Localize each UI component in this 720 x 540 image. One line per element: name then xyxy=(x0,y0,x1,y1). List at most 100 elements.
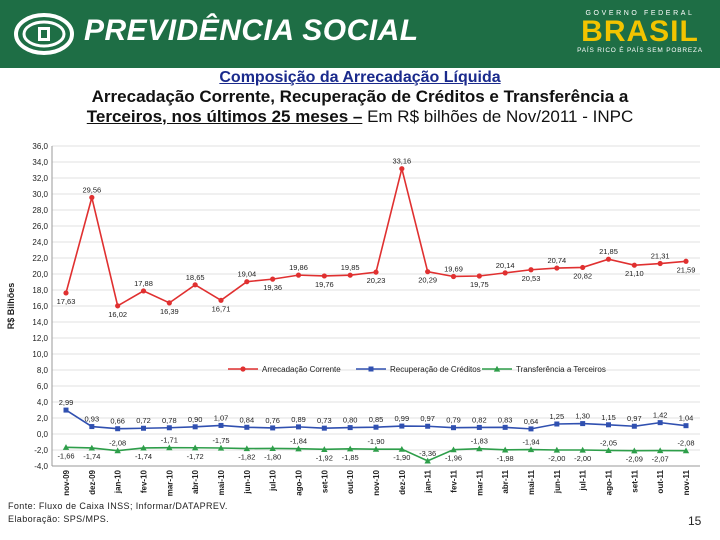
y-tick-label: 36,0 xyxy=(32,142,48,151)
data-label: -1,75 xyxy=(212,436,229,445)
data-label: 1,04 xyxy=(679,414,694,423)
data-point xyxy=(63,407,69,413)
data-point xyxy=(528,267,534,273)
heading-main: Composição da Arrecadação Líquida xyxy=(219,69,501,86)
data-point xyxy=(244,424,250,430)
data-label: 0,72 xyxy=(136,416,151,425)
data-point xyxy=(347,425,353,431)
series-3: -1,66 -1,74 -2,08 -1,74 -1,71 -1,72 -1,75 -1,82… xyxy=(57,436,694,464)
data-point xyxy=(115,426,121,432)
x-tick-label: jan-10 xyxy=(114,469,123,494)
x-tick-label: abr-11 xyxy=(501,469,510,493)
x-tick-label: mar-10 xyxy=(165,469,174,496)
data-point xyxy=(502,270,508,276)
x-tick-label: jan-11 xyxy=(424,469,433,493)
data-point xyxy=(269,445,276,451)
data-point xyxy=(89,194,95,201)
x-tick-label: jun-10 xyxy=(243,469,252,494)
y-tick-label: 4,0 xyxy=(37,398,49,407)
data-point xyxy=(62,444,70,450)
heading-line2: Arrecadação Corrente, Recuperação de Cré… xyxy=(91,87,629,106)
data-point xyxy=(63,290,69,296)
data-label: 20,14 xyxy=(496,261,515,270)
data-point xyxy=(218,297,224,303)
y-tick-label: 0,0 xyxy=(37,430,49,439)
data-point xyxy=(527,446,535,453)
y-axis-label: R$ Bilhões xyxy=(6,283,16,330)
data-point xyxy=(493,365,501,372)
y-tick-label: 18,0 xyxy=(32,286,48,295)
data-label: 0,89 xyxy=(291,415,306,424)
series-2: 2,99 0,93 0,66 0,72 0,78 0,90 1,07 0,84 0,76 0,89… xyxy=(59,398,694,432)
x-tick-label: nov-11 xyxy=(682,469,691,495)
data-label: 21,31 xyxy=(651,252,670,261)
series-line xyxy=(65,168,687,308)
data-point xyxy=(631,447,638,454)
gov-top-text: GOVERNO FEDERAL xyxy=(585,10,695,17)
data-point xyxy=(372,446,380,452)
governo-federal-logo: GOVERNO FEDERAL BRASIL PAÍS RICO É PAÍS … xyxy=(566,10,714,54)
data-label: 18,65 xyxy=(186,273,205,282)
data-point xyxy=(166,300,172,306)
data-point xyxy=(192,282,198,288)
legend-entry: Arrecadação Corrente xyxy=(262,365,341,374)
data-label: -1,96 xyxy=(445,454,462,463)
data-label: -1,83 xyxy=(471,437,488,446)
chart-series: 17,63 29,56 16,02 17,88 16,39 18,65 16,71 19,04… xyxy=(57,157,696,464)
data-label: 20,74 xyxy=(547,256,566,265)
data-point xyxy=(606,422,611,428)
y-tick-label: 24,0 xyxy=(32,238,48,247)
data-point xyxy=(579,446,586,453)
data-label: 20,29 xyxy=(418,276,437,285)
data-label: -1,82 xyxy=(238,453,255,462)
data-label: 0,66 xyxy=(110,417,125,426)
data-point xyxy=(240,366,246,372)
data-point xyxy=(656,447,664,454)
data-label: 21,10 xyxy=(625,269,644,278)
data-point xyxy=(141,425,146,431)
data-label: 1,07 xyxy=(214,413,229,422)
data-point xyxy=(528,426,534,432)
data-point xyxy=(424,457,431,464)
header-banner: PREVIDÊNCIA SOCIAL GOVERNO FEDERAL BRASI… xyxy=(0,0,720,68)
data-point xyxy=(605,256,612,262)
data-label: -1,80 xyxy=(264,452,281,461)
data-point xyxy=(682,447,690,454)
data-label: -1,90 xyxy=(367,437,384,446)
x-tick-label: dez-10 xyxy=(398,469,407,494)
data-label: 17,88 xyxy=(134,279,153,288)
slide-heading: Composição da Arrecadação Líquida Arreca… xyxy=(0,68,720,127)
data-label: 19,85 xyxy=(341,263,360,272)
legend-entry: Recuperação de Créditos xyxy=(390,365,481,374)
data-label: -2,00 xyxy=(574,454,591,463)
data-point xyxy=(114,447,121,454)
data-label: 1,15 xyxy=(601,413,616,422)
data-label: 29,56 xyxy=(82,186,101,195)
data-label: 1,30 xyxy=(575,412,590,421)
data-label: 0,64 xyxy=(524,417,539,426)
data-label: -1,74 xyxy=(83,452,100,461)
y-tick-label: 34,0 xyxy=(32,158,48,167)
data-label: 20,53 xyxy=(522,274,541,283)
data-point xyxy=(450,273,457,280)
data-label: -1,84 xyxy=(290,437,307,446)
page-number: 15 xyxy=(688,514,702,528)
data-point xyxy=(631,262,637,268)
data-label: 19,69 xyxy=(444,264,463,273)
data-point xyxy=(580,264,586,271)
data-label: 20,82 xyxy=(573,271,592,280)
data-point xyxy=(451,425,456,431)
data-point xyxy=(657,420,663,426)
y-tick-label: 28,0 xyxy=(32,206,48,215)
x-tick-label: mai-11 xyxy=(527,469,536,494)
footer-elaboration: Elaboração: SPS/MPS. xyxy=(8,514,110,524)
data-label: -1,72 xyxy=(187,452,204,461)
data-label: -1,71 xyxy=(161,436,178,445)
x-tick-label: dez-09 xyxy=(88,469,97,494)
data-point xyxy=(368,366,374,372)
data-label: 0,80 xyxy=(343,416,358,425)
x-tick-label: mai-10 xyxy=(217,469,226,495)
chart-axes: -4,0 -2,0 0,0 2,0 4,0 6,0 8,0 10,0 12,0 14,0 16,0 1… xyxy=(6,142,700,496)
data-label: 0,99 xyxy=(395,414,410,423)
data-label: 0,85 xyxy=(369,415,384,424)
